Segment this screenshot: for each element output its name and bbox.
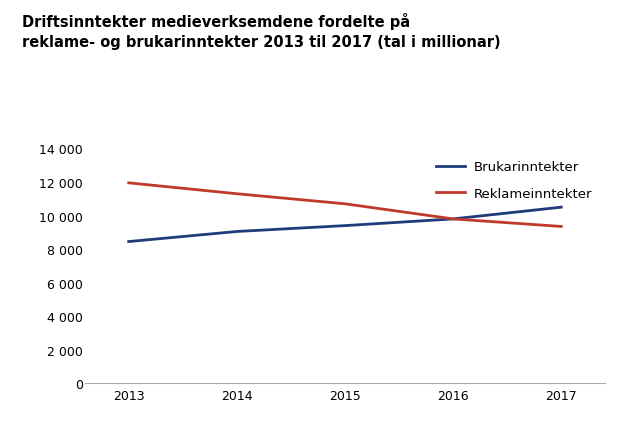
Line: Brukarinntekter: Brukarinntekter <box>128 207 561 242</box>
Brukarinntekter <box>233 229 241 234</box>
Reklameinntekter <box>558 225 565 230</box>
Reklameinntekter <box>341 202 349 207</box>
Brukarinntekter <box>341 224 349 229</box>
Reklameinntekter <box>449 217 457 222</box>
Brukarinntekter <box>125 239 132 245</box>
Brukarinntekter <box>449 217 457 222</box>
Reklameinntekter <box>233 192 241 197</box>
Legend: Brukarinntekter, Reklameinntekter: Brukarinntekter, Reklameinntekter <box>430 155 598 205</box>
Line: Reklameinntekter: Reklameinntekter <box>128 184 561 227</box>
Reklameinntekter <box>125 181 132 186</box>
Text: Driftsinntekter medieverksemdene fordelte på
reklame- og brukarinntekter 2013 ti: Driftsinntekter medieverksemdene fordelt… <box>22 13 501 49</box>
Brukarinntekter <box>558 205 565 210</box>
